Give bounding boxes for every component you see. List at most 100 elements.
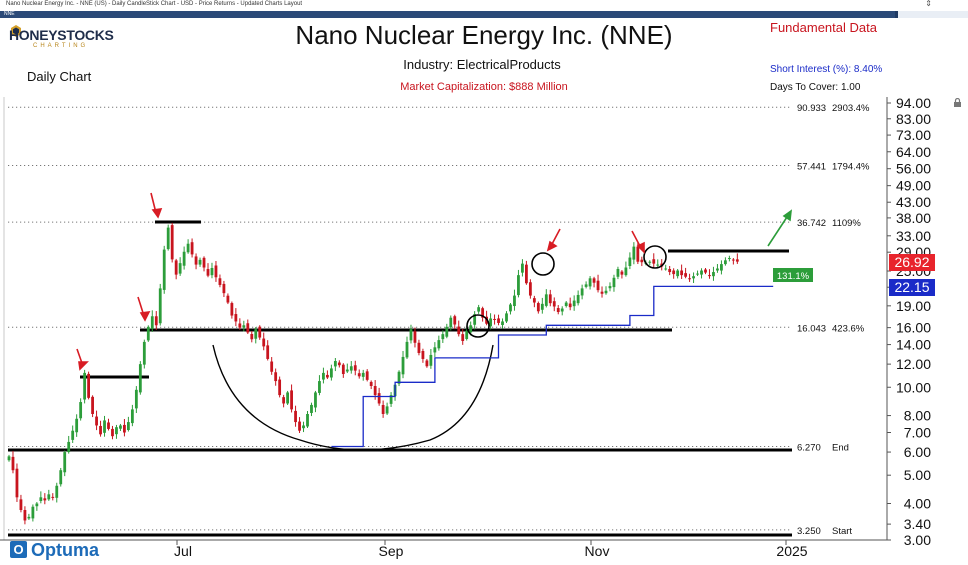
y-tick-label-19: 6.00 [904, 444, 931, 460]
rounding-bottom-arc [212, 344, 494, 451]
y-tick-label-17: 8.00 [904, 408, 931, 424]
candle-26 [111, 425, 114, 440]
candle-183 [735, 253, 739, 264]
candle-body-148 [596, 280, 600, 291]
candle-body-93 [377, 393, 381, 404]
candle-body-121 [489, 318, 492, 327]
candle-122 [493, 314, 496, 325]
y-tick-label-2: 73.00 [896, 127, 931, 143]
candle-body-29 [123, 424, 126, 433]
candle-body-132 [532, 298, 536, 303]
candle-body-54 [222, 283, 226, 294]
candle-176 [708, 269, 711, 279]
tab-nne[interactable]: NNE [4, 11, 15, 17]
candle-body-135 [544, 294, 548, 306]
candle-body-102 [413, 331, 417, 343]
candle-4 [23, 506, 27, 525]
candle-10 [47, 489, 51, 501]
candle-22 [95, 410, 98, 431]
lock-icon[interactable] [953, 98, 962, 107]
last-price-text: 26.92 [894, 254, 929, 270]
candle-body-137 [552, 301, 556, 307]
candle-body-116 [469, 325, 473, 333]
candle-body-118 [477, 307, 481, 312]
candle-25 [107, 418, 110, 431]
y-tick-label-0: 94.00 [896, 95, 931, 111]
fundamental-data-label[interactable]: Fundamental Data [770, 20, 877, 35]
y-tick-label-20: 5.00 [904, 467, 931, 483]
breakout-circle-2 [531, 252, 555, 276]
candle-145 [584, 281, 588, 289]
optuma-text: Optuma [31, 540, 100, 560]
candle-body-107 [433, 347, 437, 353]
candle-153 [616, 266, 620, 280]
candle-55 [226, 293, 230, 305]
candle-65 [266, 340, 270, 361]
candle-173 [696, 270, 699, 276]
candle-body-114 [461, 334, 465, 342]
candle-body-84 [341, 364, 345, 375]
candle-152 [612, 274, 616, 292]
candle-body-23 [99, 425, 102, 435]
candle-129 [521, 259, 524, 277]
green-arrow-head [782, 209, 792, 222]
candle-body-138 [556, 308, 560, 312]
candle-80 [326, 370, 329, 380]
candle-9 [43, 493, 47, 505]
level-price-0: 90.933 [797, 103, 826, 114]
candle-17 [75, 414, 79, 437]
candle-13 [59, 467, 63, 487]
candle-53 [218, 274, 222, 288]
candle-body-94 [381, 405, 385, 414]
candle-body-74 [302, 425, 305, 429]
candle-102 [413, 327, 417, 348]
candle-182 [731, 258, 735, 265]
candle-60 [246, 319, 250, 335]
y-tick-label-4: 56.00 [896, 161, 931, 177]
y-tick-label-22: 3.40 [904, 516, 931, 532]
candle-137 [552, 297, 556, 312]
candle-body-130 [525, 264, 528, 284]
candle-139 [560, 306, 564, 316]
candle-127 [513, 289, 516, 311]
candle-body-31 [130, 409, 134, 424]
candle-body-7 [35, 503, 39, 507]
candle-138 [556, 305, 560, 315]
candles [7, 222, 739, 525]
candle-body-60 [246, 323, 250, 333]
candle-body-9 [43, 498, 47, 501]
candle-111 [449, 315, 453, 331]
candle-body-77 [314, 392, 317, 408]
candle-body-67 [274, 372, 278, 382]
candle-2 [15, 463, 19, 502]
candle-body-142 [572, 300, 576, 307]
candle-body-24 [103, 420, 106, 433]
candle-163 [656, 259, 660, 267]
candle-54 [222, 280, 226, 298]
candle-29 [123, 419, 126, 437]
candle-156 [628, 252, 632, 270]
candle-body-3 [19, 499, 23, 511]
candle-85 [345, 363, 349, 374]
candle-154 [620, 270, 624, 279]
candle-87 [353, 360, 357, 376]
candle-11 [51, 493, 55, 501]
candle-body-112 [453, 316, 457, 325]
collapse-icon[interactable]: ⇕ [925, 0, 932, 8]
candle-109 [441, 330, 445, 343]
candle-body-58 [238, 323, 242, 328]
candle-body-6 [31, 506, 35, 519]
candle-131 [528, 279, 532, 299]
candle-105 [425, 358, 429, 368]
candle-body-167 [672, 270, 676, 275]
candle-body-1 [11, 456, 15, 471]
candle-body-174 [700, 270, 703, 275]
trailing-stop-line [331, 285, 774, 448]
candle-178 [716, 264, 719, 273]
candle-body-79 [322, 372, 325, 380]
gain-tag: 131.1% [773, 268, 813, 282]
candle-body-87 [353, 365, 357, 371]
candle-72 [294, 405, 297, 427]
tab-strip-right [898, 11, 968, 18]
